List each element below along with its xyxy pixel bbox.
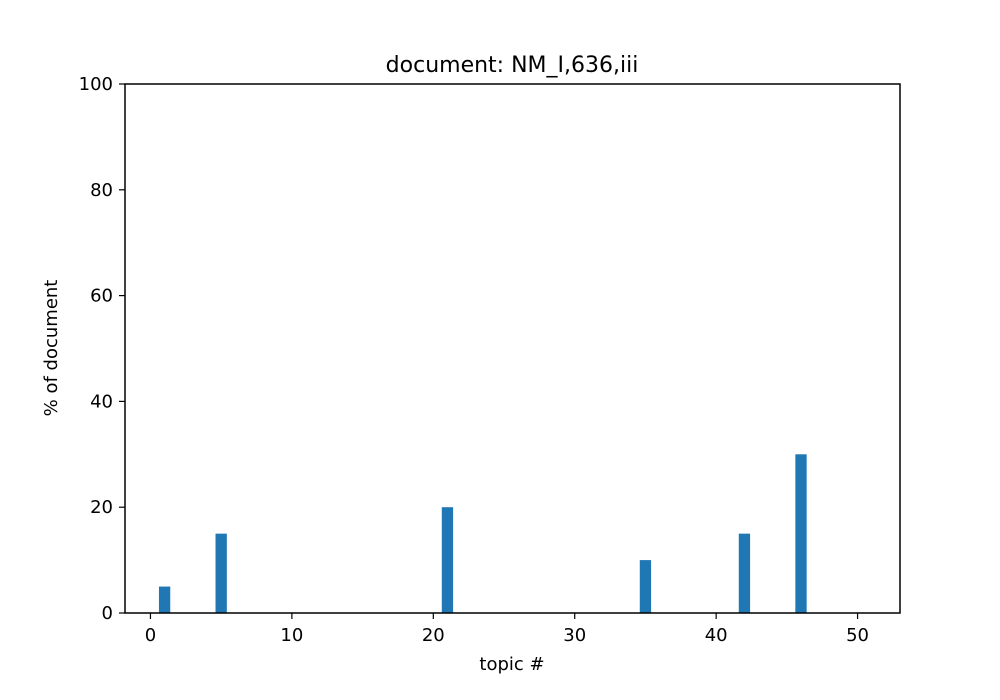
y-tick-label: 40	[90, 391, 113, 412]
y-tick-label: 20	[90, 497, 113, 518]
y-axis-ticks: 0 20 40 60 80 100	[79, 74, 125, 624]
x-axis-label: topic #	[479, 654, 544, 675]
x-tick-label: 20	[422, 625, 445, 646]
x-tick-label: 50	[846, 625, 869, 646]
plot-frame	[124, 83, 901, 614]
bar-group	[158, 454, 807, 613]
y-tick-label: 100	[79, 74, 113, 95]
x-axis-ticks: 0 10 20 30 40 50	[145, 613, 869, 646]
x-tick-label: 10	[280, 625, 303, 646]
bar-topic-46	[795, 454, 807, 613]
bar-topic-35	[639, 560, 652, 613]
x-tick-label: 30	[563, 625, 586, 646]
y-tick-label: 60	[90, 286, 113, 307]
x-tick-label: 0	[145, 625, 156, 646]
bar-topic-5	[215, 533, 227, 613]
y-tick-label: 80	[90, 180, 113, 201]
y-axis-label: % of document	[41, 280, 62, 417]
bar-topic-42	[738, 533, 751, 613]
chart-title: document: NM_I,636,iii	[386, 53, 639, 78]
bar-topic-21	[441, 507, 454, 613]
x-tick-label: 40	[705, 625, 728, 646]
bar-topic-1	[158, 586, 171, 613]
y-tick-label: 0	[102, 603, 113, 624]
